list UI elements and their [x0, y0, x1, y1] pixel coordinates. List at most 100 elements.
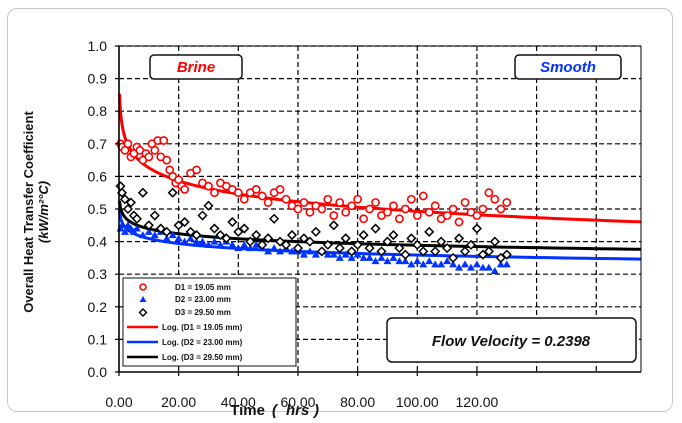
- point-d1: [293, 204, 303, 214]
- point-d2: [413, 257, 422, 265]
- legend-label-fit-d2: Log. (D2 = 23.00 mm): [162, 338, 243, 347]
- y-tick-label: 0.9: [88, 71, 108, 87]
- point-d1: [502, 198, 512, 207]
- point-d2: [490, 266, 499, 274]
- legend-item-fit-d3: Log. (D3 = 29.50 mm): [127, 353, 243, 362]
- legend-label-fit-d1: Log. (D1 = 19.05 mm): [162, 323, 243, 332]
- point-d2: [138, 231, 147, 239]
- point-d1: [204, 181, 213, 191]
- point-d3: [310, 226, 321, 237]
- point-d3: [269, 213, 280, 224]
- point-d3: [501, 249, 512, 260]
- point-d2: [180, 237, 189, 245]
- point-d3: [292, 243, 304, 254]
- point-d3: [233, 226, 244, 237]
- point-d1: [317, 204, 327, 214]
- point-d1: [454, 217, 464, 227]
- point-d3: [227, 216, 238, 228]
- point-d2: [449, 260, 458, 268]
- point-d3: [418, 246, 429, 257]
- smooth-label: Smooth: [540, 59, 596, 76]
- point-d1: [400, 204, 410, 214]
- point-d1: [430, 201, 440, 211]
- point-d1: [144, 152, 154, 162]
- point-d2: [371, 257, 380, 265]
- x-tick-label: 80.00: [340, 394, 375, 410]
- point-d1: [478, 204, 488, 214]
- y-tick-label: 0.8: [88, 103, 108, 119]
- point-d2: [204, 240, 213, 248]
- point-d3: [370, 223, 381, 234]
- point-d2: [472, 260, 481, 268]
- point-d3: [334, 243, 345, 254]
- point-d3: [125, 197, 136, 208]
- point-d1: [460, 198, 470, 207]
- point-d1: [275, 185, 285, 194]
- point-d2: [246, 244, 255, 252]
- brine-annotation: Brine: [149, 54, 243, 80]
- point-d2: [383, 257, 392, 265]
- point-d2: [228, 240, 237, 248]
- point-d2: [311, 250, 320, 258]
- point-d3: [239, 223, 250, 234]
- point-d2: [484, 263, 493, 271]
- tick-labels: 0.0 0.1 0.2 0.3 0.4 0.5 0.6 0.7 0.8 0.9 1.0 0.00 20.…: [88, 38, 499, 410]
- x-axis-unit-close: ): [312, 402, 319, 419]
- y-tick-label: 0.2: [88, 299, 108, 315]
- point-d3: [442, 243, 453, 254]
- point-d1: [159, 136, 169, 145]
- point-d2: [389, 253, 398, 261]
- point-d3: [119, 194, 131, 205]
- point-d2: [192, 237, 201, 245]
- legend-label-d2: D2 = 23.00 mm: [175, 295, 231, 304]
- point-d2: [299, 250, 308, 258]
- x-tick-label: 40.00: [221, 394, 256, 410]
- legend-label-d3: D3 = 29.50 mm: [175, 308, 231, 317]
- point-d3: [465, 239, 477, 250]
- point-d3: [436, 236, 447, 247]
- x-tick-label: 0.00: [105, 394, 132, 410]
- x-axis-unit-open: (: [272, 402, 279, 419]
- point-d1: [162, 155, 172, 165]
- point-d3: [155, 223, 166, 234]
- point-d1: [371, 198, 380, 207]
- point-d2: [168, 231, 177, 239]
- point-d2: [353, 250, 362, 258]
- point-d3: [364, 243, 375, 254]
- point-d1: [365, 204, 374, 214]
- point-d1: [353, 194, 363, 204]
- legend-label-d1: D1 = 19.05 mm: [175, 283, 231, 292]
- y-tick-label: 0.7: [88, 136, 108, 152]
- point-d3: [191, 230, 202, 241]
- point-d2: [496, 260, 505, 268]
- point-d2: [264, 247, 273, 255]
- legend-item-d3: D3 = 29.50 mm: [138, 308, 231, 317]
- point-d1: [490, 194, 500, 204]
- point-d2: [401, 257, 410, 265]
- y-tick-label: 0.1: [88, 331, 108, 347]
- legend-item-d2: D2 = 23.00 mm: [139, 295, 231, 304]
- point-d1: [359, 214, 368, 224]
- point-d1: [257, 191, 267, 201]
- point-d3: [406, 233, 417, 244]
- point-d2: [162, 234, 171, 242]
- point-d3: [358, 230, 369, 241]
- legend-item-fit-d1: Log. (D1 = 19.05 mm): [127, 323, 243, 332]
- point-d3: [471, 223, 483, 234]
- point-d2: [216, 240, 225, 248]
- point-d2: [288, 247, 297, 255]
- point-d2: [461, 260, 470, 268]
- point-d2: [455, 263, 464, 271]
- point-d3: [197, 210, 208, 221]
- point-d3: [388, 230, 399, 241]
- flow-velocity-label: Flow Velocity = 0.2398: [432, 333, 591, 350]
- point-d3: [221, 233, 232, 244]
- point-d1: [239, 194, 249, 204]
- x-tick-label: 60.00: [280, 394, 315, 410]
- point-d3: [477, 249, 488, 260]
- data-points: [115, 136, 512, 274]
- point-d3: [245, 236, 256, 247]
- point-d3: [489, 236, 500, 247]
- point-d3: [400, 249, 411, 260]
- y-axis-label: Overall Heat Transfer Coefficient (kW/m²…: [21, 111, 51, 313]
